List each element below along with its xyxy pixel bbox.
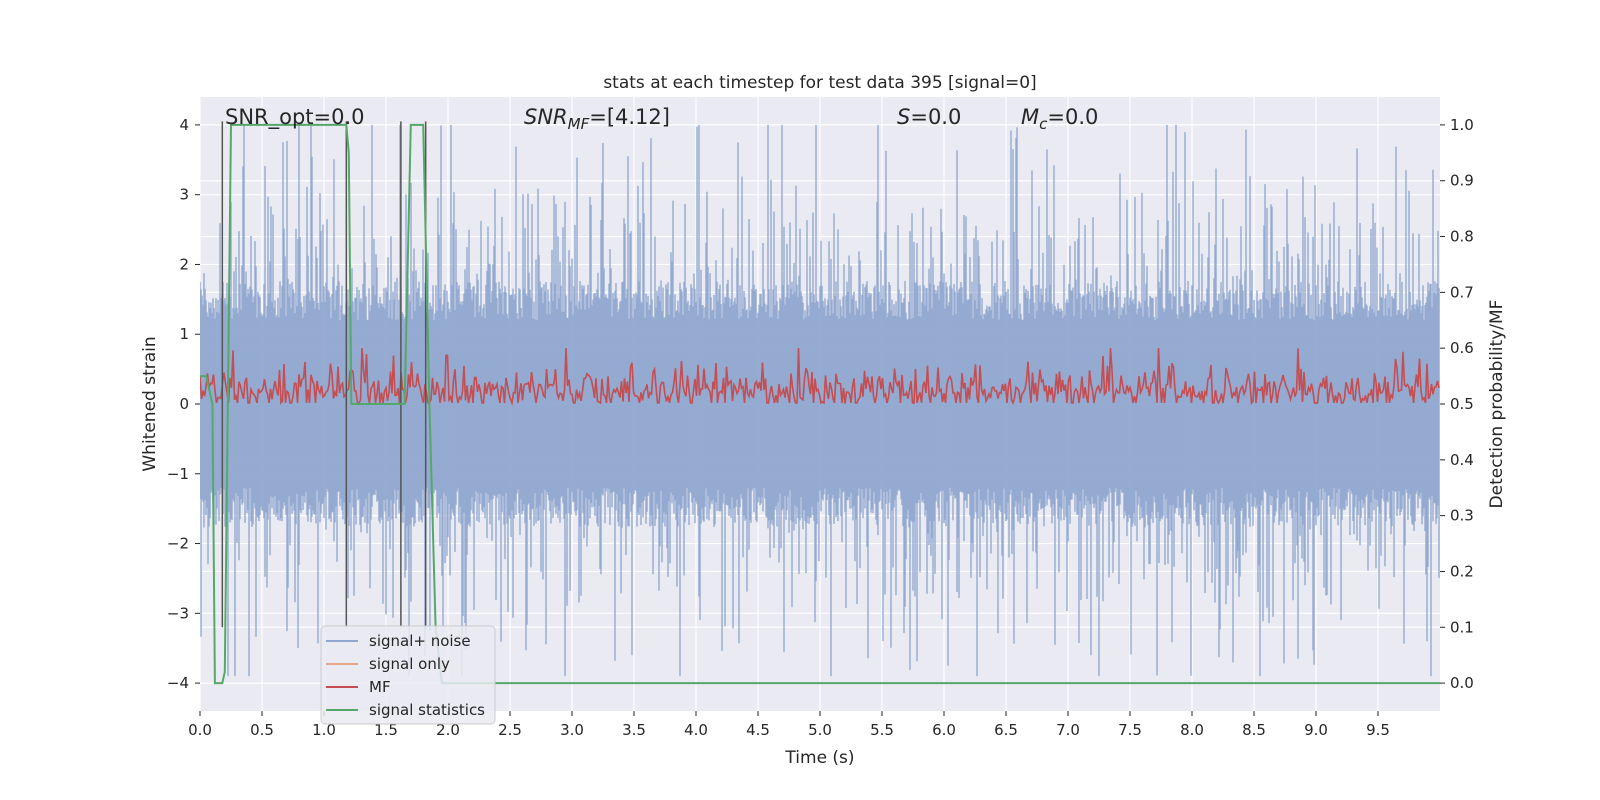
legend-label: signal+ noise (369, 632, 471, 650)
x-tick-label: 9.0 (1304, 721, 1328, 739)
x-tick-label: 6.5 (994, 721, 1018, 739)
annotation-mc-symbol: M (1021, 105, 1039, 129)
x-tick-label: 7.5 (1118, 721, 1142, 739)
y-tick-label-left: 2 (179, 255, 189, 273)
legend-label: MF (369, 678, 391, 696)
y-axis-label-left: Whitened strain (140, 336, 160, 471)
legend-label: signal statistics (369, 701, 485, 719)
x-tick-label: 3.0 (560, 721, 584, 739)
series-mf (200, 348, 1440, 406)
vertical-markers (221, 121, 427, 628)
y-tick-label-left: −2 (167, 535, 189, 553)
annotation-s-value: =0.0 (910, 105, 961, 129)
x-axis-label: Time (s) (784, 748, 854, 768)
y-tick-label-right: 0.8 (1450, 228, 1474, 246)
x-tick-label: 9.5 (1366, 721, 1390, 739)
annotation-s: S=0.0 (897, 105, 961, 129)
x-tick-label: 5.5 (870, 721, 894, 739)
series-signal-statistics (200, 123, 1440, 685)
y-tick-label-right: 0.9 (1450, 172, 1474, 190)
legend-label: signal only (369, 655, 450, 673)
annotation-mc-value: =0.0 (1047, 105, 1098, 129)
annotation-snr-mf: SNRMF=[4.12] (524, 105, 670, 133)
y-tick-label-left: −3 (167, 604, 189, 622)
x-tick-label: 0.5 (250, 721, 274, 739)
chart-title: stats at each timestep for test data 395… (603, 73, 1036, 93)
annotations: SNR_opt=0.0 SNRMF=[4.12] S=0.0 Mc=0.0 (225, 105, 1098, 133)
y-tick-label-right: 0.0 (1450, 674, 1474, 692)
y-tick-label-right: 0.7 (1450, 283, 1474, 301)
series-signal-statistics-trace (200, 123, 1440, 685)
x-tick-label: 1.0 (312, 721, 336, 739)
x-tick-label: 8.5 (1242, 721, 1266, 739)
y-tick-label-left: −1 (167, 465, 189, 483)
y-tick-label-right: 0.1 (1450, 618, 1474, 636)
y-tick-label-right: 0.6 (1450, 339, 1474, 357)
legend-box (320, 625, 496, 725)
y-tick-label-left: 0 (179, 395, 189, 413)
annotation-s-symbol: S (897, 105, 910, 129)
x-tick-label: 1.5 (374, 721, 398, 739)
y-tick-label-left: −4 (167, 674, 189, 692)
x-tick-label: 3.5 (622, 721, 646, 739)
y-tick-label-right: 0.3 (1450, 507, 1474, 525)
y-tick-label-right: 0.5 (1450, 395, 1474, 413)
y-tick-label-right: 0.4 (1450, 451, 1474, 469)
series-mf-trace (200, 348, 1440, 406)
legend: signal+ noise signal only MF signal statist… (320, 625, 496, 725)
y-tick-label-left: 3 (179, 186, 189, 204)
annotation-snr-mf-value: =[4.12] (589, 105, 670, 129)
x-tick-label: 2.0 (436, 721, 460, 739)
annotation-snr-mf-subscript: MF (568, 115, 590, 133)
x-tick-label: 6.0 (932, 721, 956, 739)
y-tick-label-right: 0.2 (1450, 562, 1474, 580)
annotation-snr-opt: SNR_opt=0.0 (225, 105, 365, 130)
y-axis-label-right: Detection probability/MF (1487, 300, 1507, 509)
x-tick-label: 7.0 (1056, 721, 1080, 739)
annotation-mc-subscript: c (1039, 115, 1048, 133)
x-tick-label: 4.5 (746, 721, 770, 739)
annotation-snr-mf-symbol: SNR (524, 105, 568, 129)
x-tick-label: 4.0 (684, 721, 708, 739)
x-tick-label: 2.5 (498, 721, 522, 739)
x-tick-label: 0.0 (188, 721, 212, 739)
y-tick-label-left: 4 (179, 116, 189, 134)
x-tick-label: 8.0 (1180, 721, 1204, 739)
annotation-mc: Mc=0.0 (1021, 105, 1098, 133)
x-tick-label: 5.0 (808, 721, 832, 739)
axis-ticks: 0.0 0.5 1.0 1.5 2.0 2.5 3.0 3.5 4.0 4.5 5.0 5.5 6.0 6… (167, 116, 1474, 739)
y-tick-label-right: 1.0 (1450, 116, 1474, 134)
y-tick-label-left: 1 (179, 325, 189, 343)
